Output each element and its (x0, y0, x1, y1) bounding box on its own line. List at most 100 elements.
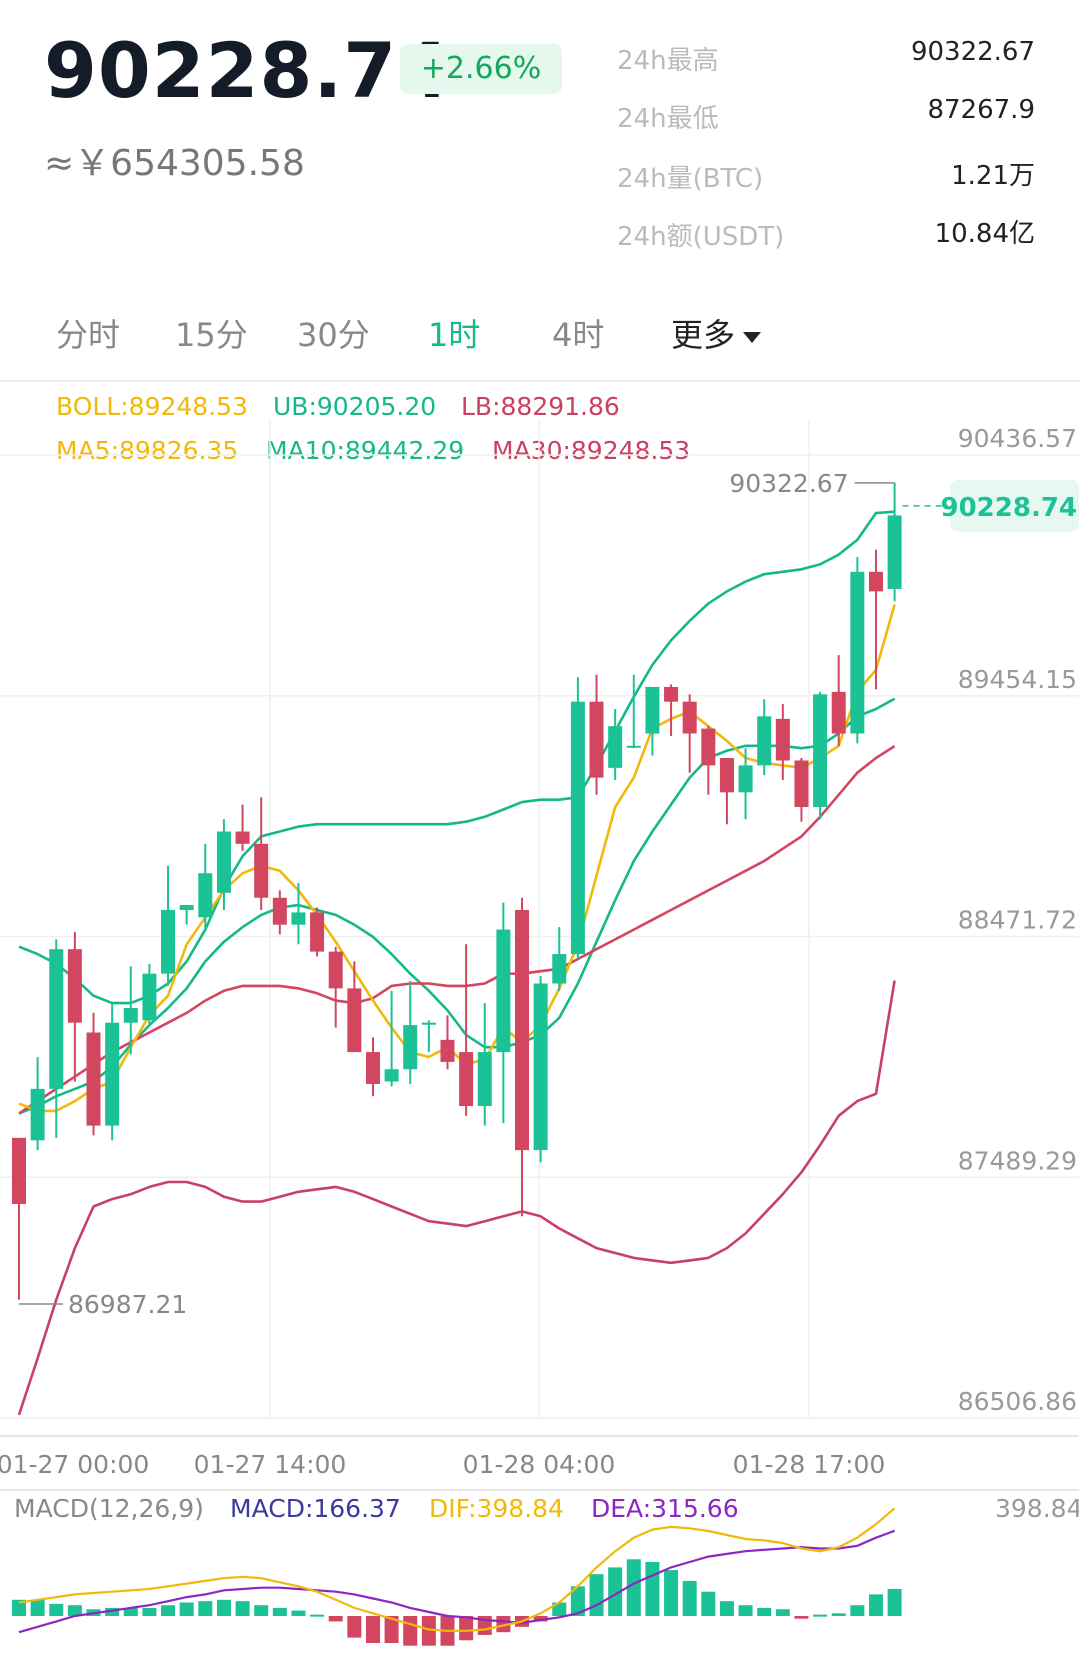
macd-bar (775, 1609, 790, 1616)
last-price-tag-label: 90228.74 (940, 493, 1077, 523)
macd-bar (850, 1605, 865, 1616)
min-label: 86987.21 (68, 1290, 187, 1319)
macd-bar (626, 1559, 641, 1616)
stat-value-volume: 1.21万 (951, 161, 1035, 191)
dea-value: DEA:315.66 (591, 1494, 739, 1523)
candle-body (775, 718, 790, 761)
y-tick-label: 87489.29 (958, 1146, 1077, 1175)
tab-4h[interactable]: 4时 (552, 316, 605, 354)
candle-body (850, 571, 865, 734)
stat-label-volume: 24h量(BTC) (617, 164, 764, 194)
candle-body (365, 1052, 380, 1084)
x-tick-label: 01-28 04:00 (463, 1450, 616, 1479)
macd-bar (701, 1591, 716, 1616)
candle-body (515, 909, 530, 1151)
ma5-line (18, 604, 896, 1113)
macd-bar (235, 1601, 250, 1616)
candle-body (719, 758, 734, 793)
candle-body (496, 929, 511, 1053)
dif-value: DIF:398.84 (429, 1494, 564, 1523)
macd-bar (254, 1605, 269, 1616)
candle-body (701, 728, 716, 766)
macd-bar (67, 1605, 82, 1616)
candle-body (272, 897, 287, 925)
macd-bar (365, 1616, 380, 1643)
macd-bar (272, 1607, 287, 1616)
ma30-label: MA30:89248.53 (492, 436, 691, 465)
stat-label-amount: 24h额(USDT) (617, 222, 785, 252)
macd-title: MACD(12,26,9) (14, 1494, 204, 1523)
candle-body (682, 701, 697, 734)
candle-body (123, 1007, 138, 1023)
macd-bar (533, 1616, 548, 1622)
macd-value: MACD:166.37 (230, 1494, 401, 1523)
tab-time-share[interactable]: 分时 (56, 316, 121, 354)
macd-bar (682, 1580, 697, 1616)
macd-bar (179, 1602, 194, 1616)
y-tick-label: 86506.86 (958, 1387, 1077, 1416)
macd-bar (347, 1616, 362, 1638)
candle-body (440, 1039, 455, 1062)
stat-label-high: 24h最高 (617, 46, 719, 76)
candle-body (552, 954, 567, 984)
ma10-line (18, 697, 896, 1115)
stat-value-high: 90322.67 (910, 37, 1035, 67)
candle-body (868, 571, 883, 592)
macd-bar (403, 1616, 418, 1646)
candle-body (328, 951, 343, 989)
tab-15m[interactable]: 15分 (175, 316, 248, 354)
candle-body (421, 1022, 436, 1025)
macd-bar (328, 1616, 343, 1622)
change-badge: +2.66% (400, 44, 562, 94)
y-tick-label: 89454.15 (958, 665, 1077, 694)
stat-value-amount: 10.84亿 (934, 219, 1035, 249)
boll-label: BOLL:89248.53 (56, 392, 248, 421)
x-tick-label: 01-27 00:00 (0, 1450, 149, 1479)
dif-line (18, 1507, 896, 1632)
divider (0, 380, 1079, 382)
tab-1h[interactable]: 1时 (428, 316, 481, 354)
candle-body (570, 701, 585, 955)
macd-bar (142, 1607, 157, 1616)
candle-body (813, 694, 828, 808)
y-tick-label: 90436.57 (958, 424, 1077, 453)
candle-body (179, 905, 194, 910)
candle-body (86, 1032, 101, 1126)
macd-bar (105, 1607, 120, 1616)
candle-body (608, 726, 623, 768)
macd-bar (887, 1589, 902, 1616)
candle-body (12, 1137, 26, 1205)
candle-body (198, 873, 213, 918)
macd-bar (12, 1599, 26, 1616)
macd-bar (216, 1599, 231, 1616)
macd-bar (384, 1616, 399, 1643)
candle-body (664, 686, 679, 702)
tab-more[interactable]: 更多 (671, 310, 762, 356)
tab-30m[interactable]: 30分 (297, 316, 370, 354)
kline-chart[interactable]: 90436.57 89454.15 88471.72 87489.29 86506.86… (0, 382, 1079, 1653)
candle-body (831, 691, 846, 734)
macd-bar (291, 1610, 306, 1616)
candle-body (738, 765, 753, 793)
macd-bar (552, 1602, 567, 1616)
candle-body (216, 831, 231, 893)
macd-bar (198, 1601, 213, 1616)
macd-bar (664, 1570, 679, 1616)
macd-bar (459, 1616, 474, 1641)
candle-body (235, 831, 250, 844)
y-tick-label: 88471.72 (958, 906, 1077, 935)
candle-body (403, 1025, 418, 1070)
caret-down-icon (743, 331, 762, 343)
macd-bar (421, 1616, 436, 1646)
candle-body (291, 912, 306, 925)
max-label: 90322.67 (729, 469, 848, 498)
candle-body (49, 949, 64, 1089)
macd-bar (738, 1605, 753, 1616)
candle-body (626, 745, 641, 748)
macd-bar (589, 1574, 604, 1616)
ma10-label: MA10:89442.29 (266, 436, 465, 465)
candle-body (589, 701, 604, 778)
ub-line (18, 510, 895, 1005)
macd-bar (30, 1599, 45, 1616)
last-price-tag (950, 479, 1079, 532)
